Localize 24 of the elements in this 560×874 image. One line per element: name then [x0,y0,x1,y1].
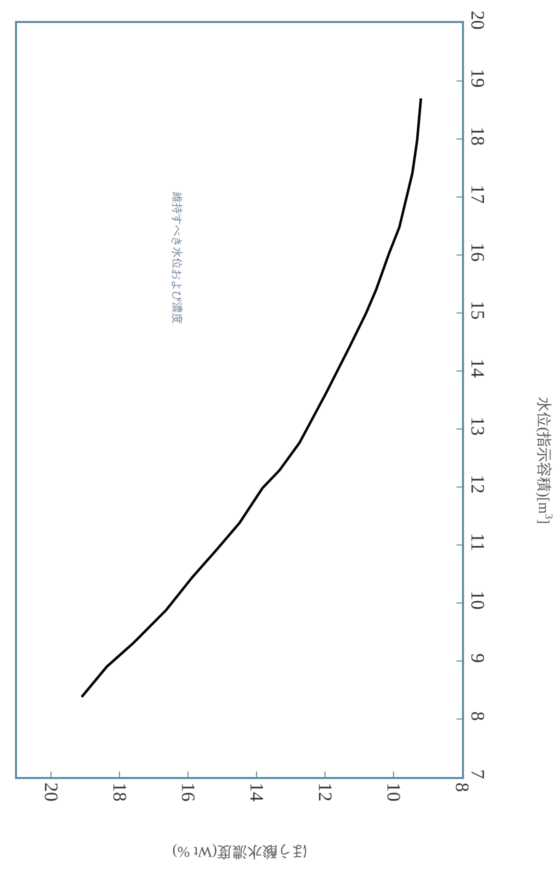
x-tick-label: 8 [450,782,472,792]
y-tick-label: 10 [466,590,488,610]
y-tick-label: 11 [466,533,488,552]
x-tick-label: 14 [245,782,266,802]
line-series [80,97,422,698]
x-tick-label: 10 [382,782,404,802]
y-tick-label: 17 [466,184,488,204]
y-tick-label: 14 [466,358,488,378]
y-tick-label: 15 [466,300,488,320]
y-tick-label: 13 [466,416,488,436]
y-tick-label: 12 [466,474,488,494]
y-tick-label: 16 [466,242,488,262]
y-tick-label: 18 [466,126,488,146]
annotation: 維持すべき水位および濃度 [170,191,184,324]
y-tick-label: 20 [466,10,488,30]
x-tick-label: 16 [176,782,198,802]
y-tick-label: 8 [466,711,488,721]
y-tick-label: 19 [466,68,488,88]
y-tick-label: 9 [466,653,488,663]
y-tick-label: 7 [466,769,488,779]
x-tick-label: 18 [108,782,130,802]
x-tick-label: 20 [40,782,62,802]
x-tick-label: 12 [314,782,335,802]
x-axis-title: ほう酸水濃度(Wt %) [172,843,307,860]
